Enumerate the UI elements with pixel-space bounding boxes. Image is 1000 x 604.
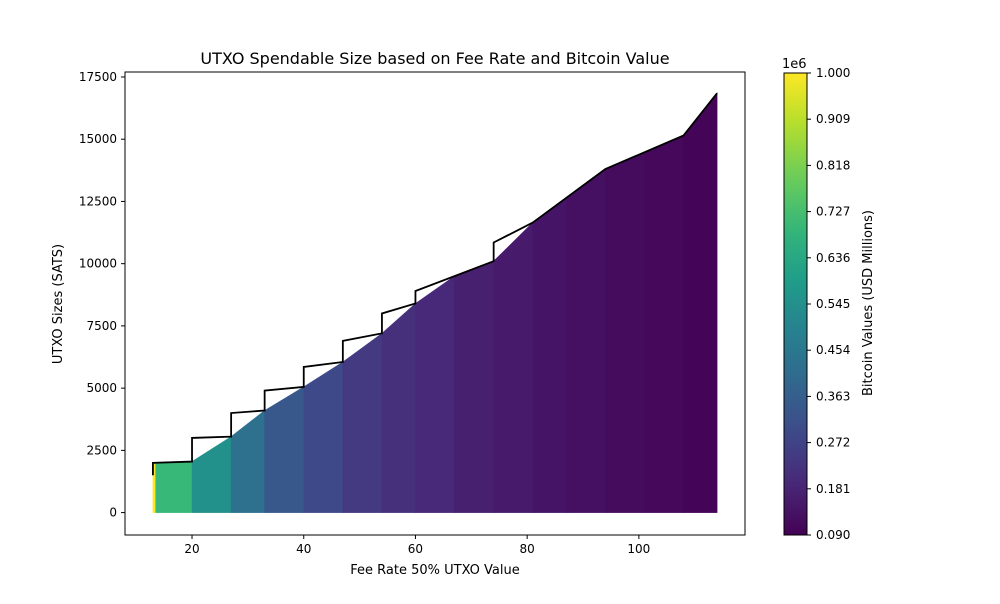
fill-band (532, 197, 567, 513)
y-tick-label: 17500 (79, 70, 117, 84)
fill-band (605, 151, 645, 513)
colorbar-gradient (783, 72, 808, 536)
colorbar-scale-label: 1e6 (782, 57, 807, 72)
boundary-line (152, 92, 718, 476)
plot-area (124, 71, 746, 536)
colorbar-tick-label: 0.636 (816, 251, 850, 265)
x-tick-label: 40 (296, 542, 311, 556)
fill-band (565, 168, 606, 513)
colorbar-tick-label: 0.818 (816, 158, 850, 172)
y-tick-label: 7500 (86, 319, 117, 333)
fill-band (230, 409, 265, 513)
x-axis-label: Fee Rate 50% UTXO Value (350, 563, 519, 578)
colorbar-tick-label: 0.545 (816, 297, 850, 311)
y-tick-label: 12500 (79, 194, 117, 208)
colorbar-tick-label: 0.272 (816, 436, 850, 450)
colorbar-tick-label: 0.090 (816, 528, 850, 542)
fill-band (644, 135, 684, 513)
fill-band (342, 332, 383, 513)
colorbar-tick-label: 0.454 (816, 343, 850, 357)
y-tick-label: 2500 (86, 443, 117, 457)
colorbar-tick-label: 0.727 (816, 205, 850, 219)
x-tick-label: 80 (520, 542, 535, 556)
x-axis: 20 40 60 80 100 (184, 535, 650, 556)
y-tick-label: 5000 (86, 381, 117, 395)
fill-band (381, 302, 416, 513)
fill-band (264, 386, 305, 513)
x-tick-label: 100 (627, 542, 650, 556)
fill-band (454, 260, 494, 513)
x-tick-label: 60 (408, 542, 423, 556)
colorbar-tick-label: 1.000 (816, 66, 850, 80)
colorbar-tick-label: 0.363 (816, 389, 850, 403)
colorbar-tick-label: 0.181 (816, 482, 850, 496)
colorbar: 0.090 0.181 0.272 0.363 0.454 0.545 0.636 0.727… (783, 66, 850, 542)
colorbar-tick-label: 0.909 (816, 112, 850, 126)
fill-band (493, 221, 534, 513)
plot-frame (124, 71, 746, 536)
chart-title: UTXO Spendable Size based on Fee Rate an… (200, 49, 669, 68)
fill-band (303, 361, 344, 513)
y-axis: 0 2500 5000 7500 10000 12500 15000 17500 (79, 70, 125, 520)
y-tick-label: 15000 (79, 132, 117, 146)
colorbar-label: Bitcoin Values (USD Millions) (861, 210, 876, 396)
fill-band (155, 461, 193, 513)
fill-band (415, 275, 455, 513)
fill-band (683, 92, 718, 513)
y-tick-label: 0 (109, 506, 117, 520)
y-tick-label: 10000 (79, 257, 117, 271)
y-axis-label: UTXO Sizes (SATS) (51, 244, 66, 364)
x-tick-label: 20 (184, 542, 199, 556)
fill-band (191, 436, 232, 513)
